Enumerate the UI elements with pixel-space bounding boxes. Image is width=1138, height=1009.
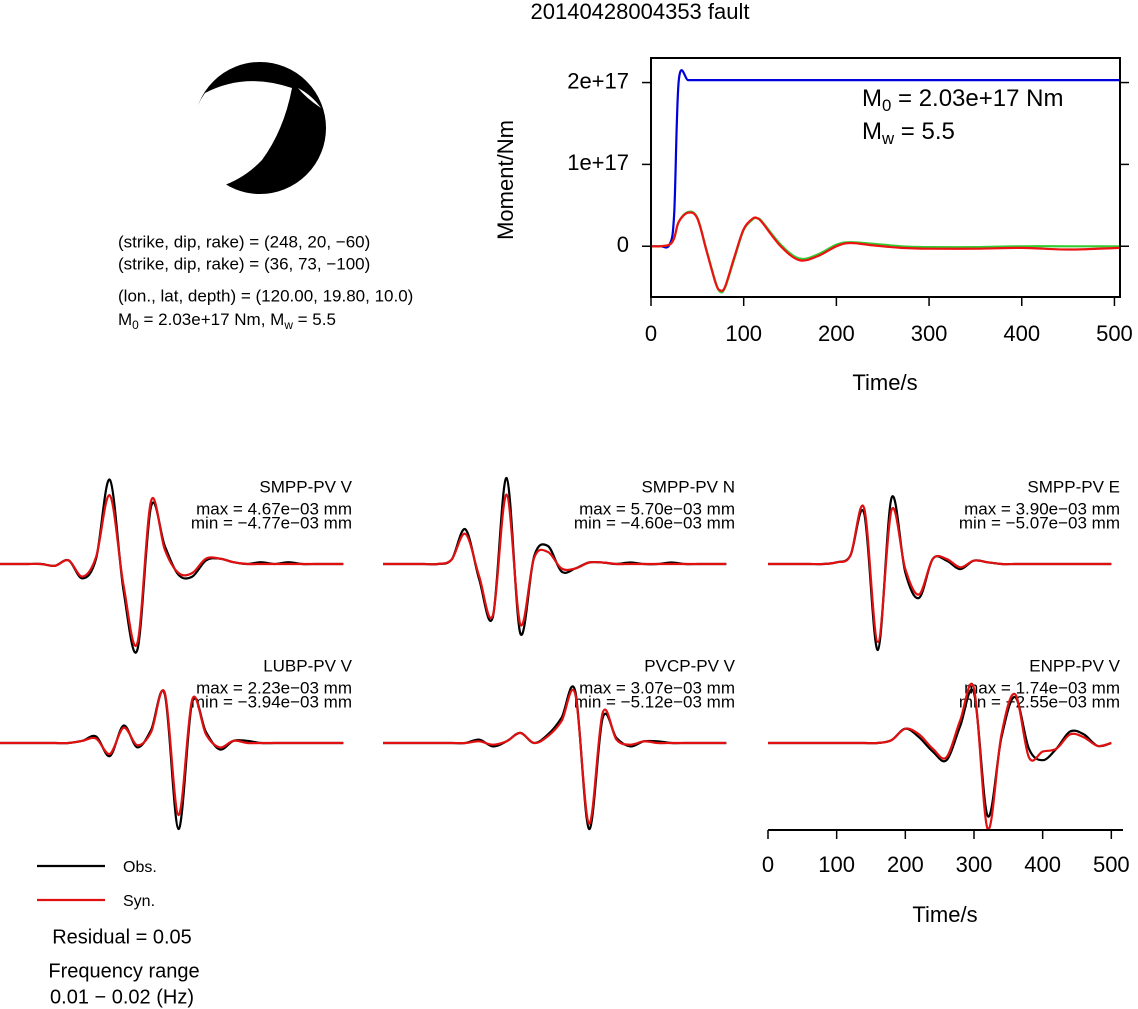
max-label: max = 3.07e−03 mm bbox=[579, 678, 735, 697]
min-label: min = −5.12e−03 mm bbox=[574, 692, 735, 711]
subscript: 0 bbox=[132, 318, 139, 332]
waveform bbox=[382, 493, 727, 627]
moment-line bbox=[650, 69, 1120, 249]
solution-line: (strike, dip, rake) = (36, 73, −100) bbox=[118, 254, 370, 273]
frequency-label: Frequency range bbox=[48, 960, 199, 982]
waveform bbox=[767, 504, 1112, 644]
solution-text: (strike, dip, rake) = (248, 20, −60) (str… bbox=[118, 232, 413, 305]
x-axis-label: Time/s bbox=[852, 370, 917, 395]
min-label: min = −5.07e−03 mm bbox=[959, 513, 1120, 532]
solution-line: (lon., lat, depth) = (120.00, 19.80, 10.… bbox=[118, 286, 413, 305]
moment-line bbox=[650, 211, 1120, 292]
x-tick-label: 100 bbox=[818, 852, 855, 877]
annotation: Mw = 5.5 bbox=[862, 118, 955, 148]
waveform bbox=[0, 494, 344, 647]
station-label: LUBP-PV V bbox=[263, 656, 352, 675]
annotation: M0 = 2.03e+17 Nm bbox=[862, 85, 1063, 115]
x-tick-label: 400 bbox=[1003, 321, 1040, 346]
station-label: SMPP-PV E bbox=[1027, 477, 1120, 496]
min-label: min = −4.77e−03 mm bbox=[191, 513, 352, 532]
max-label: max = 1.74e−03 mm bbox=[964, 678, 1120, 697]
x-tick-label: 500 bbox=[1096, 321, 1133, 346]
subscript: 0 bbox=[882, 97, 891, 116]
max-label: max = 3.90e−03 mm bbox=[964, 499, 1120, 518]
figure-title: 20140428004353 fault bbox=[531, 0, 750, 24]
x-tick-label: 100 bbox=[725, 321, 762, 346]
min-label: min = −3.94e−03 mm bbox=[191, 692, 352, 711]
y-axis-label: Moment/Nm bbox=[493, 120, 518, 240]
beachball-white bbox=[298, 88, 321, 108]
text-part: = 2.03e+17 Nm, M bbox=[139, 310, 285, 329]
beachball-white bbox=[192, 81, 292, 186]
waveform bbox=[0, 689, 344, 817]
station-label: SMPP-PV N bbox=[641, 477, 735, 496]
text-part: = 5.5 bbox=[894, 118, 955, 145]
x-tick-label: 300 bbox=[911, 321, 948, 346]
x-axis-label: Time/s bbox=[912, 902, 977, 927]
y-tick-label: 1e+17 bbox=[567, 150, 629, 175]
station-label: SMPP-PV V bbox=[259, 477, 352, 496]
y-tick-label: 0 bbox=[617, 232, 629, 257]
text-part: = 5.5 bbox=[293, 310, 336, 329]
text-part: M bbox=[862, 85, 882, 112]
residual: Residual = 0.05 bbox=[52, 926, 192, 948]
x-tick-label: 200 bbox=[887, 852, 924, 877]
solution-line: (strike, dip, rake) = (248, 20, −60) bbox=[118, 232, 370, 251]
min-label: min = −2.55e−03 mm bbox=[959, 692, 1120, 711]
station-label: PVCP-PV V bbox=[644, 656, 735, 675]
legend-label: Syn. bbox=[123, 893, 155, 910]
legend-label: Obs. bbox=[123, 859, 157, 876]
max-label: max = 5.70e−03 mm bbox=[579, 499, 735, 518]
waveform bbox=[383, 689, 727, 825]
beachball bbox=[192, 62, 326, 194]
x-tick-label: 300 bbox=[956, 852, 993, 877]
subscript: w bbox=[881, 130, 895, 149]
waveform bbox=[768, 682, 1112, 831]
text-part: = 2.03e+17 Nm bbox=[891, 85, 1063, 112]
max-label: max = 4.67e−03 mm bbox=[196, 499, 352, 518]
min-label: min = −4.60e−03 mm bbox=[574, 513, 735, 532]
x-tick-label: 0 bbox=[645, 321, 657, 346]
plot-frame bbox=[650, 57, 1121, 298]
text-part: M bbox=[118, 310, 132, 329]
moment-line: M0 = 2.03e+17 Nm, Mw = 5.5 bbox=[118, 310, 336, 332]
x-tick-label: 0 bbox=[762, 852, 774, 877]
x-tick-label: 200 bbox=[818, 321, 855, 346]
station-label: ENPP-PV V bbox=[1029, 656, 1120, 675]
frequency-range: 0.01 − 0.02 (Hz) bbox=[50, 986, 194, 1008]
y-tick-label: 2e+17 bbox=[567, 68, 629, 93]
text-part: M bbox=[862, 118, 882, 145]
moment-line bbox=[650, 210, 1120, 294]
x-tick-label: 400 bbox=[1024, 852, 1061, 877]
max-label: max = 2.23e−03 mm bbox=[196, 678, 352, 697]
x-tick-label: 500 bbox=[1093, 852, 1130, 877]
subscript: w bbox=[283, 318, 293, 332]
